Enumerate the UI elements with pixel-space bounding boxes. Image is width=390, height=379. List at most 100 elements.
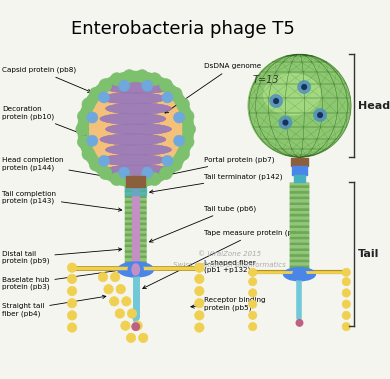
- Circle shape: [318, 113, 323, 117]
- Circle shape: [248, 289, 257, 297]
- FancyBboxPatch shape: [290, 188, 309, 191]
- Circle shape: [195, 274, 204, 283]
- Circle shape: [142, 80, 153, 91]
- Ellipse shape: [100, 134, 166, 145]
- Circle shape: [279, 116, 292, 129]
- Circle shape: [136, 70, 149, 83]
- Ellipse shape: [118, 262, 154, 277]
- Text: Decoration
protein (pb10): Decoration protein (pb10): [2, 106, 85, 136]
- Circle shape: [142, 167, 153, 178]
- Circle shape: [110, 273, 120, 282]
- Circle shape: [67, 263, 77, 273]
- Ellipse shape: [100, 113, 166, 124]
- FancyBboxPatch shape: [125, 264, 147, 267]
- Circle shape: [67, 311, 77, 320]
- Ellipse shape: [100, 154, 166, 166]
- FancyBboxPatch shape: [125, 226, 147, 228]
- FancyBboxPatch shape: [290, 202, 309, 205]
- Circle shape: [176, 98, 190, 111]
- FancyBboxPatch shape: [125, 231, 147, 234]
- FancyBboxPatch shape: [290, 185, 309, 188]
- Circle shape: [195, 311, 204, 320]
- FancyBboxPatch shape: [290, 243, 309, 246]
- Bar: [291, 158, 308, 166]
- Text: Tape measure protein (pb2 ): Tape measure protein (pb2 ): [143, 230, 307, 288]
- FancyBboxPatch shape: [290, 231, 309, 234]
- Circle shape: [148, 172, 161, 186]
- FancyBboxPatch shape: [290, 220, 309, 222]
- Text: Tail terminator (p142): Tail terminator (p142): [150, 174, 282, 193]
- Circle shape: [78, 71, 194, 187]
- Circle shape: [342, 268, 351, 277]
- FancyBboxPatch shape: [125, 215, 147, 218]
- Circle shape: [133, 321, 142, 330]
- Circle shape: [122, 297, 131, 306]
- Circle shape: [98, 273, 108, 282]
- Circle shape: [82, 98, 95, 111]
- Circle shape: [110, 73, 123, 86]
- Circle shape: [98, 155, 110, 166]
- FancyBboxPatch shape: [125, 223, 147, 226]
- Text: Capsid protein (pb8): Capsid protein (pb8): [2, 67, 91, 92]
- FancyBboxPatch shape: [290, 251, 309, 254]
- Circle shape: [283, 120, 288, 125]
- Circle shape: [162, 155, 173, 166]
- FancyBboxPatch shape: [125, 228, 147, 231]
- Circle shape: [269, 94, 283, 108]
- Circle shape: [181, 110, 194, 123]
- FancyBboxPatch shape: [290, 205, 309, 208]
- Circle shape: [342, 289, 351, 297]
- Circle shape: [195, 299, 204, 308]
- Circle shape: [67, 274, 77, 283]
- Circle shape: [99, 166, 112, 180]
- Ellipse shape: [106, 124, 172, 135]
- Circle shape: [195, 263, 204, 273]
- Circle shape: [302, 85, 307, 89]
- FancyBboxPatch shape: [125, 253, 147, 256]
- Circle shape: [248, 268, 257, 277]
- Circle shape: [67, 287, 77, 296]
- FancyBboxPatch shape: [290, 237, 309, 240]
- Circle shape: [160, 166, 172, 180]
- FancyBboxPatch shape: [125, 258, 147, 261]
- FancyBboxPatch shape: [125, 236, 147, 239]
- FancyBboxPatch shape: [125, 242, 147, 245]
- Circle shape: [132, 323, 140, 330]
- Circle shape: [138, 333, 148, 343]
- FancyBboxPatch shape: [125, 196, 147, 198]
- Circle shape: [248, 54, 351, 157]
- FancyBboxPatch shape: [125, 218, 147, 220]
- Ellipse shape: [106, 103, 172, 114]
- FancyBboxPatch shape: [290, 222, 309, 226]
- FancyBboxPatch shape: [290, 260, 309, 263]
- Text: Straight tail
fiber (pb4): Straight tail fiber (pb4): [2, 295, 106, 316]
- Text: Distal tail
protein (pb9): Distal tail protein (pb9): [2, 248, 122, 264]
- Circle shape: [127, 309, 136, 318]
- Circle shape: [195, 287, 204, 296]
- FancyBboxPatch shape: [290, 254, 309, 257]
- FancyBboxPatch shape: [125, 187, 147, 190]
- Circle shape: [342, 277, 351, 286]
- FancyBboxPatch shape: [290, 214, 309, 217]
- Ellipse shape: [106, 124, 172, 135]
- FancyBboxPatch shape: [125, 212, 147, 215]
- Text: Tail tube (pb6): Tail tube (pb6): [149, 205, 256, 242]
- Circle shape: [76, 122, 89, 136]
- Circle shape: [169, 158, 182, 171]
- Circle shape: [176, 147, 190, 160]
- Circle shape: [99, 79, 112, 92]
- FancyBboxPatch shape: [125, 198, 147, 201]
- FancyBboxPatch shape: [125, 201, 147, 204]
- Circle shape: [110, 297, 119, 306]
- Circle shape: [123, 175, 136, 189]
- Circle shape: [314, 108, 327, 122]
- FancyBboxPatch shape: [290, 257, 309, 260]
- Text: Head completion
protein (p144): Head completion protein (p144): [2, 157, 121, 180]
- FancyBboxPatch shape: [290, 226, 309, 228]
- Ellipse shape: [100, 113, 166, 124]
- Circle shape: [160, 79, 172, 92]
- Circle shape: [82, 147, 95, 160]
- Circle shape: [195, 323, 204, 332]
- FancyBboxPatch shape: [125, 207, 147, 209]
- Circle shape: [181, 135, 194, 149]
